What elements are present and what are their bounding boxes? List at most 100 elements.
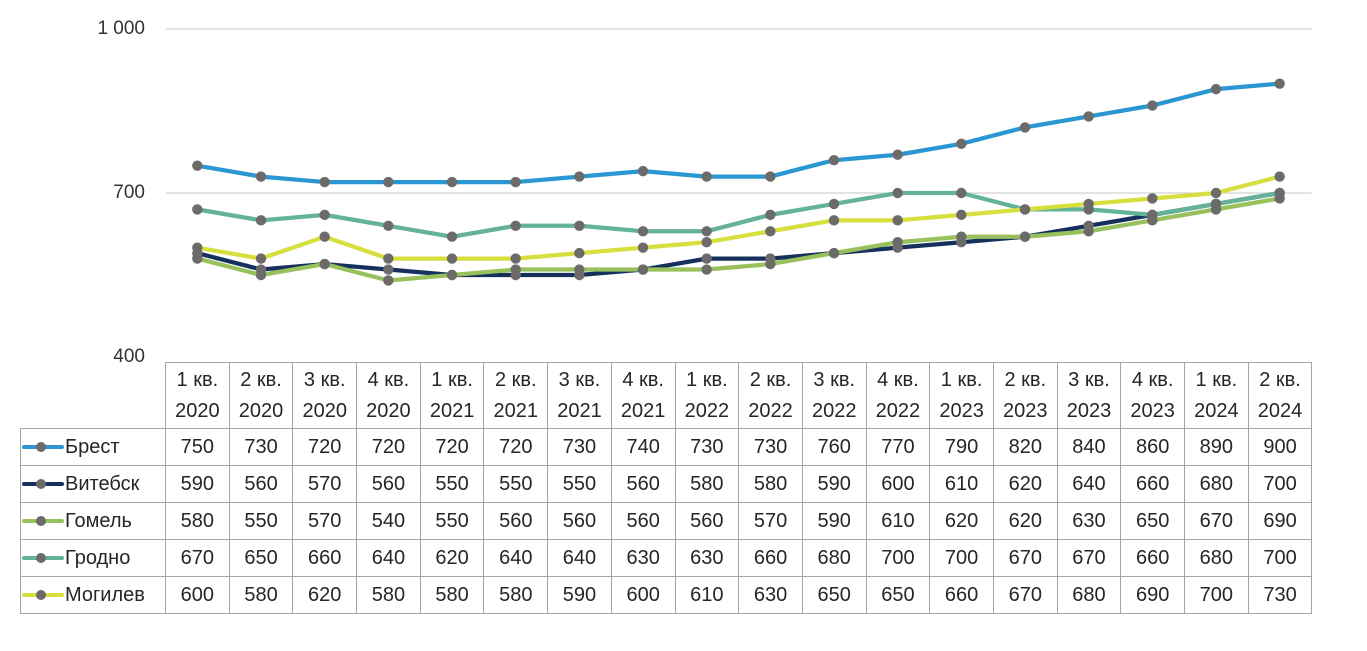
series-name-label: Гомель	[65, 509, 132, 532]
value-cell: 720	[292, 428, 358, 466]
legend-cell: Витебск	[20, 465, 166, 503]
value-cell: 700	[1247, 539, 1313, 577]
quarter-label: 3 кв.	[303, 368, 346, 391]
legend-cell: Брест	[20, 428, 166, 466]
value-cell: 720	[483, 428, 549, 466]
year-label: 2021	[429, 399, 475, 422]
year-label: 2023	[1130, 399, 1175, 422]
value-cell: 700	[1184, 576, 1249, 614]
value-cell: 630	[674, 539, 740, 577]
quarter-label: 1 кв.	[176, 368, 219, 391]
data-point-marker	[701, 226, 712, 237]
data-point-marker	[1083, 226, 1094, 237]
data-point-marker	[1019, 122, 1031, 133]
data-point-marker	[1083, 198, 1094, 210]
quarter-label: 1 кв.	[940, 368, 983, 391]
value-cell: 750	[165, 428, 230, 466]
quarter-label: 1 кв.	[1195, 368, 1238, 391]
value-cell: 900	[1247, 428, 1313, 466]
legend-item: Гродно	[21, 547, 165, 570]
value-cell: 700	[865, 539, 931, 577]
value-cell: 550	[228, 502, 294, 540]
quarter-label: 1 кв.	[686, 368, 728, 391]
data-point-marker	[574, 247, 585, 259]
data-point-marker	[701, 171, 712, 182]
data-point-marker	[701, 264, 712, 275]
value-cell: 680	[1056, 576, 1122, 614]
legend-item: Гомель	[21, 510, 165, 533]
data-point-marker	[1274, 78, 1285, 89]
data-point-marker	[956, 187, 967, 199]
column-header: 3 кв. 2022	[801, 362, 867, 429]
data-point-marker	[637, 165, 649, 177]
data-point-marker	[319, 176, 330, 188]
value-cell: 560	[674, 502, 740, 540]
value-cell: 560	[228, 465, 294, 503]
column-header: 1 кв. 2024	[1184, 362, 1249, 429]
data-point-marker	[701, 237, 712, 248]
column-header: 1 кв. 2021	[419, 362, 485, 429]
value-cell: 890	[1184, 428, 1249, 466]
data-point-marker	[956, 138, 967, 149]
data-point-marker	[192, 242, 203, 253]
table-corner-empty	[21, 363, 166, 429]
value-cell: 640	[547, 539, 612, 577]
value-cell: 640	[356, 539, 421, 577]
value-cell: 660	[1120, 539, 1185, 577]
quarter-label: 1 кв.	[431, 368, 473, 391]
value-cell: 730	[228, 428, 294, 466]
value-cell: 660	[292, 539, 358, 577]
value-cell: 580	[674, 465, 740, 503]
data-point-marker	[1274, 187, 1285, 199]
data-point-marker	[510, 176, 521, 188]
data-point-marker	[956, 209, 967, 221]
value-cell: 590	[801, 502, 867, 540]
data-point-marker	[510, 220, 521, 231]
quarter-label: 4 кв.	[877, 368, 919, 391]
data-point-marker	[192, 253, 203, 264]
value-cell: 580	[228, 576, 294, 614]
value-cell: 730	[674, 428, 740, 466]
value-cell: 650	[1120, 502, 1185, 540]
year-label: 2023	[1003, 399, 1048, 422]
column-header: 4 кв. 2020	[356, 362, 421, 429]
quarter-label: 3 кв.	[813, 368, 856, 391]
y-tick-label: 400	[113, 346, 145, 367]
value-cell: 600	[165, 576, 230, 614]
data-point-marker	[319, 209, 330, 221]
legend-cell: Могилев	[20, 576, 166, 614]
value-cell: 740	[610, 428, 676, 466]
table-row: Гомель 580 550 570 540 550 560 560 560 560 570 590 6…	[20, 502, 1313, 540]
data-point-marker	[574, 264, 585, 275]
value-cell: 550	[419, 465, 485, 503]
value-cell: 760	[801, 428, 867, 466]
column-header: 3 кв. 2021	[547, 362, 612, 429]
value-cell: 610	[929, 465, 994, 503]
year-label: 2020	[175, 399, 220, 422]
year-label: 2020	[366, 399, 411, 422]
value-cell: 670	[1184, 502, 1249, 540]
quarter-label: 2 кв.	[240, 368, 282, 391]
value-cell: 670	[992, 539, 1058, 577]
quarter-label: 2 кв.	[494, 368, 537, 391]
value-cell: 620	[992, 502, 1058, 540]
data-point-marker	[1147, 100, 1158, 111]
value-cell: 660	[1120, 465, 1185, 503]
data-point-marker	[255, 215, 267, 226]
legend-marker-icon	[21, 515, 65, 527]
column-header: 3 кв. 2023	[1056, 362, 1122, 429]
value-cell: 570	[738, 502, 803, 540]
value-cell: 650	[228, 539, 294, 577]
value-cell: 580	[356, 576, 421, 614]
data-point-marker	[1274, 171, 1285, 182]
value-cell: 770	[865, 428, 931, 466]
legend-marker-icon	[21, 552, 65, 564]
data-point-marker	[383, 220, 394, 231]
table-row: Брест 750 730 720 720 720 720 730 740 730 730 760 77…	[20, 428, 1313, 466]
year-label: 2021	[557, 399, 602, 422]
column-header: 2 кв. 2020	[228, 362, 294, 429]
data-point-marker	[192, 204, 203, 215]
series-line-2	[195, 196, 1282, 283]
